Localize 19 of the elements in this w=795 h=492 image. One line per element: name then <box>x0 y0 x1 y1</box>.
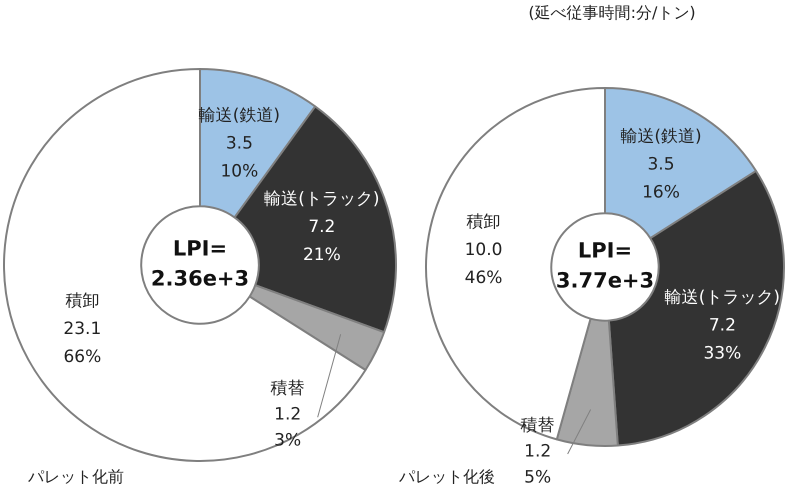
text: パレット化後 <box>398 467 495 486</box>
slice-label: 積替 <box>270 378 305 399</box>
data-label: 7.2 21% <box>302 217 341 266</box>
data-label: 23.1 66% <box>63 319 102 368</box>
slice-label: 輸送(トラック) <box>264 189 380 210</box>
data-label: 3.5 10% <box>220 133 258 182</box>
data-label: 1.2 5% <box>524 441 552 488</box>
data-label: 10.0 46% <box>464 240 502 288</box>
slice-label: 積卸 <box>466 212 501 232</box>
chart-subtitle: (延べ従事時間:分/トン) <box>528 3 696 22</box>
data-label: 3.5 16% <box>642 154 680 202</box>
data-label: 7.2 33% <box>703 315 742 364</box>
slice-label: 輸送(鉄道) <box>198 105 280 126</box>
text: LPI= 3.77e+3 <box>556 238 654 292</box>
slice-label: 輸送(鉄道) <box>620 126 702 146</box>
text: LPI= 2.36e+3 <box>150 236 250 290</box>
slice-label: 積卸 <box>65 291 100 312</box>
text: パレット化前 <box>27 467 124 486</box>
slice-label: 輸送(トラック) <box>664 287 780 308</box>
